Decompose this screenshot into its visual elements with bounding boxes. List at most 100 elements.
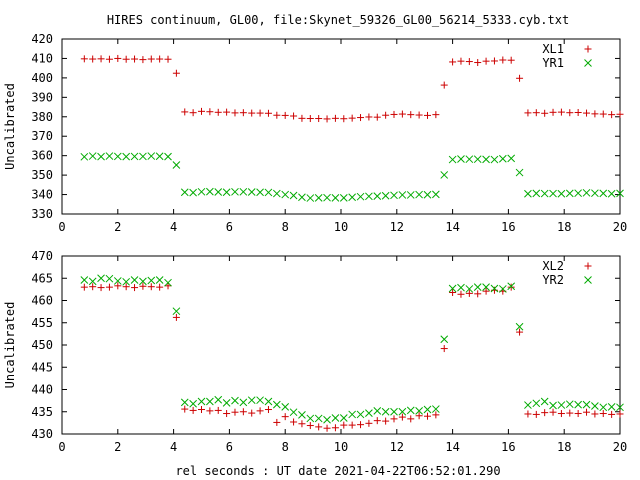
data-point xyxy=(565,189,574,198)
data-point xyxy=(298,411,306,419)
data-point xyxy=(348,421,356,429)
data-point xyxy=(214,406,222,414)
x-tick-label: 20 xyxy=(613,440,627,454)
data-point xyxy=(406,406,415,415)
data-point xyxy=(507,282,516,291)
legend-label: XL2 xyxy=(542,259,564,273)
data-point xyxy=(231,396,239,405)
data-point xyxy=(281,413,289,421)
data-point xyxy=(331,424,339,432)
data-point xyxy=(498,154,507,163)
y-tick-label: 435 xyxy=(31,405,53,419)
data-point xyxy=(365,113,373,121)
data-point xyxy=(599,110,607,118)
data-point xyxy=(557,401,566,409)
data-point xyxy=(323,193,331,202)
data-point xyxy=(256,407,264,415)
y-tick-label: 390 xyxy=(31,90,53,104)
data-point xyxy=(105,152,114,160)
x-tick-label: 8 xyxy=(282,440,289,454)
data-point xyxy=(105,55,113,63)
data-point xyxy=(582,400,591,409)
data-point xyxy=(315,423,323,431)
data-point xyxy=(582,188,591,197)
data-point xyxy=(574,109,582,116)
x-tick-label: 4 xyxy=(170,220,177,234)
data-point xyxy=(482,57,490,65)
data-point xyxy=(381,407,390,416)
data-point xyxy=(457,57,465,65)
data-point xyxy=(239,187,248,196)
data-point xyxy=(172,161,181,169)
x-tick-label: 14 xyxy=(445,220,459,234)
data-point xyxy=(415,111,423,119)
series-xl2 xyxy=(80,282,624,432)
data-point xyxy=(549,401,557,410)
x-tick-label: 0 xyxy=(58,220,65,234)
data-point xyxy=(331,114,339,122)
data-point xyxy=(206,187,214,196)
data-point xyxy=(524,410,532,418)
data-point xyxy=(549,108,557,116)
y-tick-label: 465 xyxy=(31,271,53,285)
data-point xyxy=(449,58,457,66)
data-point xyxy=(197,397,206,406)
data-point xyxy=(147,55,155,63)
data-point xyxy=(566,109,574,117)
y-axis-label: Uncalibrated xyxy=(3,83,17,170)
data-point xyxy=(516,74,524,82)
data-point xyxy=(616,410,624,418)
data-point xyxy=(256,188,264,197)
data-point xyxy=(407,415,415,423)
data-point xyxy=(131,55,139,63)
data-point xyxy=(156,55,164,63)
data-point xyxy=(113,152,122,161)
data-point xyxy=(155,276,164,284)
data-point xyxy=(256,396,264,405)
data-point xyxy=(331,414,340,422)
x-axis-label: rel seconds : UT date 2021-04-22T06:52:0… xyxy=(175,464,500,478)
data-point xyxy=(398,191,407,199)
data-point xyxy=(80,152,89,161)
data-point xyxy=(532,189,541,198)
data-point xyxy=(97,274,105,283)
legend-label: YR2 xyxy=(542,273,564,287)
data-point xyxy=(298,114,306,122)
x-tick-label: 2 xyxy=(114,440,121,454)
data-point xyxy=(449,288,457,296)
data-point xyxy=(289,408,298,417)
data-point xyxy=(382,111,390,119)
x-tick-label: 4 xyxy=(170,440,177,454)
data-point xyxy=(197,187,206,196)
data-point xyxy=(440,345,448,353)
data-point xyxy=(323,115,331,123)
data-point xyxy=(306,414,315,423)
y-tick-label: 455 xyxy=(31,316,53,330)
data-point xyxy=(473,283,482,292)
data-point xyxy=(423,412,431,420)
data-point xyxy=(423,405,432,414)
data-point xyxy=(616,110,624,118)
data-point xyxy=(97,152,105,161)
data-point xyxy=(97,55,105,63)
data-point xyxy=(607,189,616,198)
data-point xyxy=(290,418,298,426)
data-point xyxy=(189,188,197,197)
data-point xyxy=(608,410,616,418)
y-tick-label: 445 xyxy=(31,360,53,374)
series-yr1 xyxy=(80,152,624,202)
data-point xyxy=(281,403,290,411)
data-point xyxy=(373,407,382,415)
x-tick-label: 14 xyxy=(445,440,459,454)
data-point xyxy=(382,417,390,425)
x-tick-label: 6 xyxy=(226,220,233,234)
data-point xyxy=(180,398,189,407)
data-point xyxy=(323,415,331,424)
series-xl1 xyxy=(80,54,624,123)
bottom-panel: 0 2 4 6 8 10 12 14 16 18 20 430 435 440 445 450 455 460 46… xyxy=(3,249,627,454)
data-point xyxy=(264,406,272,414)
data-point xyxy=(557,410,565,418)
data-point xyxy=(189,406,197,414)
data-point xyxy=(465,289,473,297)
